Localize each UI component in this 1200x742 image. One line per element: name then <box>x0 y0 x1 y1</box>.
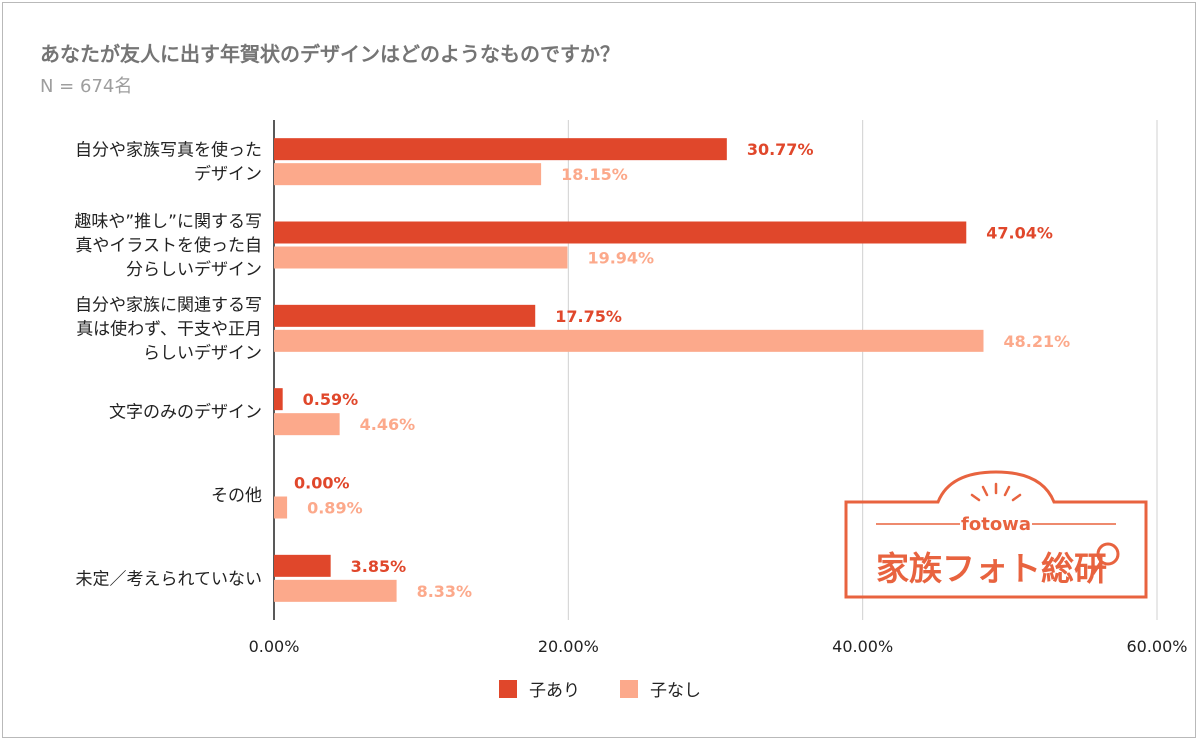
bar-with-children <box>274 221 967 244</box>
data-label: 8.33% <box>417 582 473 601</box>
data-label: 17.75% <box>555 307 622 326</box>
category-label: 真やイラストを使った自 <box>75 235 262 256</box>
bar-without-children <box>274 246 568 269</box>
x-tick-label: 20.00% <box>538 637 599 656</box>
bar-with-children <box>274 554 331 577</box>
x-tick-label: 60.00% <box>1126 637 1187 656</box>
x-tick-label: 40.00% <box>832 637 893 656</box>
data-label: 0.00% <box>294 474 350 493</box>
bar-without-children <box>274 496 288 519</box>
legend-label-with-children: 子あり <box>529 681 580 701</box>
category-label: らしいデザイン <box>143 342 262 363</box>
chart-title: あなたが友人に出す年賀状のデザインはどのようなものですか？ <box>40 42 620 66</box>
legend-label-without-children: 子なし <box>650 681 701 701</box>
bar-with-children <box>274 304 536 327</box>
data-label: 0.59% <box>303 390 359 409</box>
category-label: 自分や家族写真を使った <box>75 140 262 161</box>
legend-swatch-with-children <box>499 679 517 698</box>
data-label: 19.94% <box>587 249 654 268</box>
legend: 子あり 子なし <box>0 676 1200 701</box>
x-tick-label: 0.00% <box>249 637 300 656</box>
legend-item-without-children: 子なし <box>620 676 701 701</box>
bar-with-children <box>274 138 727 161</box>
data-label: 47.04% <box>986 224 1053 243</box>
bar-without-children <box>274 329 984 352</box>
legend-item-with-children: 子あり <box>499 676 580 701</box>
data-label: 48.21% <box>1003 332 1070 351</box>
chart-subtitle: N = 674名 <box>40 76 133 97</box>
data-label: 30.77% <box>747 140 814 159</box>
category-label: 文字のみのデザイン <box>109 402 262 423</box>
category-label: 分らしいデザイン <box>126 259 262 280</box>
category-label: 趣味や”推し”に関する写 <box>74 212 262 232</box>
category-label: 未定／考えられていない <box>76 569 263 589</box>
bar-without-children <box>274 163 542 186</box>
bar-without-children <box>274 579 397 602</box>
legend-swatch-without-children <box>620 679 638 698</box>
bar-without-children <box>274 413 340 436</box>
category-label: 自分や家族に関連する写 <box>75 295 262 315</box>
data-label: 18.15% <box>561 165 628 184</box>
data-label: 0.89% <box>307 499 363 518</box>
data-label: 3.85% <box>351 557 407 576</box>
category-label: デザイン <box>194 164 262 185</box>
data-label: 4.46% <box>360 415 416 434</box>
category-label: 真は使わず、干支や正月 <box>76 318 262 339</box>
bar-with-children <box>274 388 283 411</box>
category-label: その他 <box>211 486 262 506</box>
